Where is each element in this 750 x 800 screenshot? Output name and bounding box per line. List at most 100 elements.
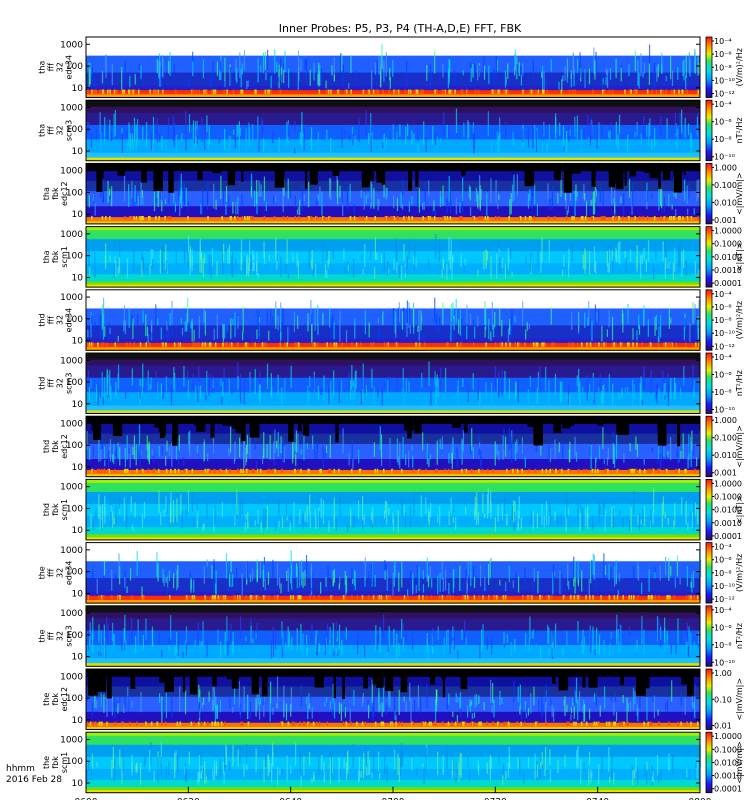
spectrogram-streak xyxy=(145,721,147,726)
spectrogram-streak xyxy=(613,445,615,465)
spectrogram-streak xyxy=(630,507,632,532)
spectrogram-streak xyxy=(515,571,517,584)
spectrogram-streak xyxy=(646,697,648,721)
spectrogram-streak xyxy=(209,78,212,88)
spectrogram-streak xyxy=(504,70,507,88)
spectrogram-streak xyxy=(664,556,667,576)
spectrogram-streak xyxy=(464,259,466,266)
spectrogram-band xyxy=(86,685,700,697)
spectrogram-streak xyxy=(391,468,393,474)
spectrogram-streak xyxy=(658,468,661,474)
spectrogram-streak xyxy=(490,382,493,404)
spectrogram-gap xyxy=(367,163,374,182)
spectrogram-streak xyxy=(524,216,527,221)
spectrogram-streak xyxy=(581,570,583,592)
spectrogram-streak xyxy=(251,468,254,474)
spectrogram-streak xyxy=(253,262,255,272)
spectrogram-streak xyxy=(165,766,167,780)
spectrogram-streak xyxy=(242,331,244,341)
spectrogram-streak xyxy=(673,595,675,600)
spectrogram-streak xyxy=(126,342,128,347)
spectrogram-streak xyxy=(601,89,604,94)
spectrogram-streak xyxy=(315,631,317,645)
spectrogram-streak xyxy=(582,629,584,655)
spectrogram-streak xyxy=(401,311,404,330)
y-tick-label: 100 xyxy=(66,62,83,72)
spectrogram-streak xyxy=(384,216,386,221)
spectrogram-streak xyxy=(307,705,309,720)
spectrogram-streak xyxy=(491,705,493,713)
spectrogram-streak xyxy=(684,468,686,474)
spectrogram-streak xyxy=(550,59,552,72)
spectrogram-streak xyxy=(423,766,425,785)
spectrogram-streak xyxy=(607,448,609,460)
spectrogram-streak xyxy=(441,449,443,455)
spectrogram-streak xyxy=(189,321,191,333)
spectrogram-streak xyxy=(206,115,208,133)
spectrogram-streak xyxy=(545,595,548,600)
spectrogram-streak xyxy=(632,379,634,406)
spectrogram-streak xyxy=(608,131,610,139)
spectrogram-streak xyxy=(510,468,512,474)
spectrogram-streak xyxy=(490,562,492,583)
spectrogram-streak xyxy=(98,468,101,474)
spectrogram-streak xyxy=(193,136,195,151)
spectrogram-streak xyxy=(336,631,338,642)
spectrogram-streak xyxy=(443,112,445,136)
spectrogram-streak xyxy=(171,300,173,324)
spectrogram-streak xyxy=(686,89,689,94)
spectrogram-streak xyxy=(441,561,443,580)
spectrogram-streak xyxy=(200,751,202,766)
spectrogram-streak xyxy=(421,372,423,389)
spectrogram-streak xyxy=(324,701,326,707)
spectrogram-streak xyxy=(449,251,451,270)
spectrogram-streak xyxy=(516,64,518,76)
spectrogram-streak xyxy=(690,132,692,154)
spectrogram-streak xyxy=(314,445,316,460)
spectrogram-streak xyxy=(165,495,167,512)
spectrogram-streak xyxy=(561,79,563,90)
spectrogram-streak xyxy=(105,54,107,70)
spectrogram-streak xyxy=(233,129,235,135)
spectrogram-streak xyxy=(452,254,454,263)
spectrogram-streak xyxy=(141,190,144,198)
colorbar-tick-label: 10⁻⁴ xyxy=(714,37,732,46)
spectrogram-streak xyxy=(430,502,432,518)
spectrogram-gap xyxy=(608,163,616,188)
spectrogram-streak xyxy=(614,457,616,466)
spectrogram-streak xyxy=(215,696,217,710)
spectrogram-streak xyxy=(641,582,643,595)
spectrogram-streak xyxy=(465,468,468,474)
spectrogram-streak xyxy=(678,468,680,474)
spectrogram-streak xyxy=(251,568,254,581)
spectrogram-streak xyxy=(315,263,317,277)
panel-y-label: thafff32edc34 xyxy=(38,55,74,80)
spectrogram-streak xyxy=(530,216,532,221)
spectrogram-streak xyxy=(249,574,252,583)
spectrogram-streak xyxy=(647,240,650,262)
spectrogram-streak xyxy=(292,253,294,262)
spectrogram-streak xyxy=(268,89,271,94)
spectrogram-streak xyxy=(434,133,437,145)
spectrogram-streak xyxy=(678,89,680,94)
spectrogram-streak xyxy=(178,181,180,202)
spectrogram-gap xyxy=(172,416,178,446)
spectrogram-streak xyxy=(549,468,551,474)
spectrogram-streak xyxy=(535,342,537,347)
spectrogram-streak xyxy=(241,193,243,207)
spectrogram-streak xyxy=(443,637,445,657)
spectrogram-streak xyxy=(657,336,659,342)
spectrogram-streak xyxy=(545,468,548,474)
spectrogram-streak xyxy=(206,189,208,211)
spectrogram-streak xyxy=(391,721,394,726)
spectrogram-streak xyxy=(399,750,402,776)
spectrogram-streak xyxy=(388,595,390,600)
spectrogram-gap xyxy=(649,163,659,179)
spectrogram-streak xyxy=(355,342,358,347)
spectrogram-streak xyxy=(502,775,504,785)
spectrogram-streak xyxy=(474,326,476,339)
spectrogram-streak xyxy=(315,516,317,529)
colorbar-tick-label: 10⁻⁶ xyxy=(714,303,732,312)
spectrogram-streak xyxy=(618,392,620,400)
spectrogram-streak xyxy=(243,686,245,713)
